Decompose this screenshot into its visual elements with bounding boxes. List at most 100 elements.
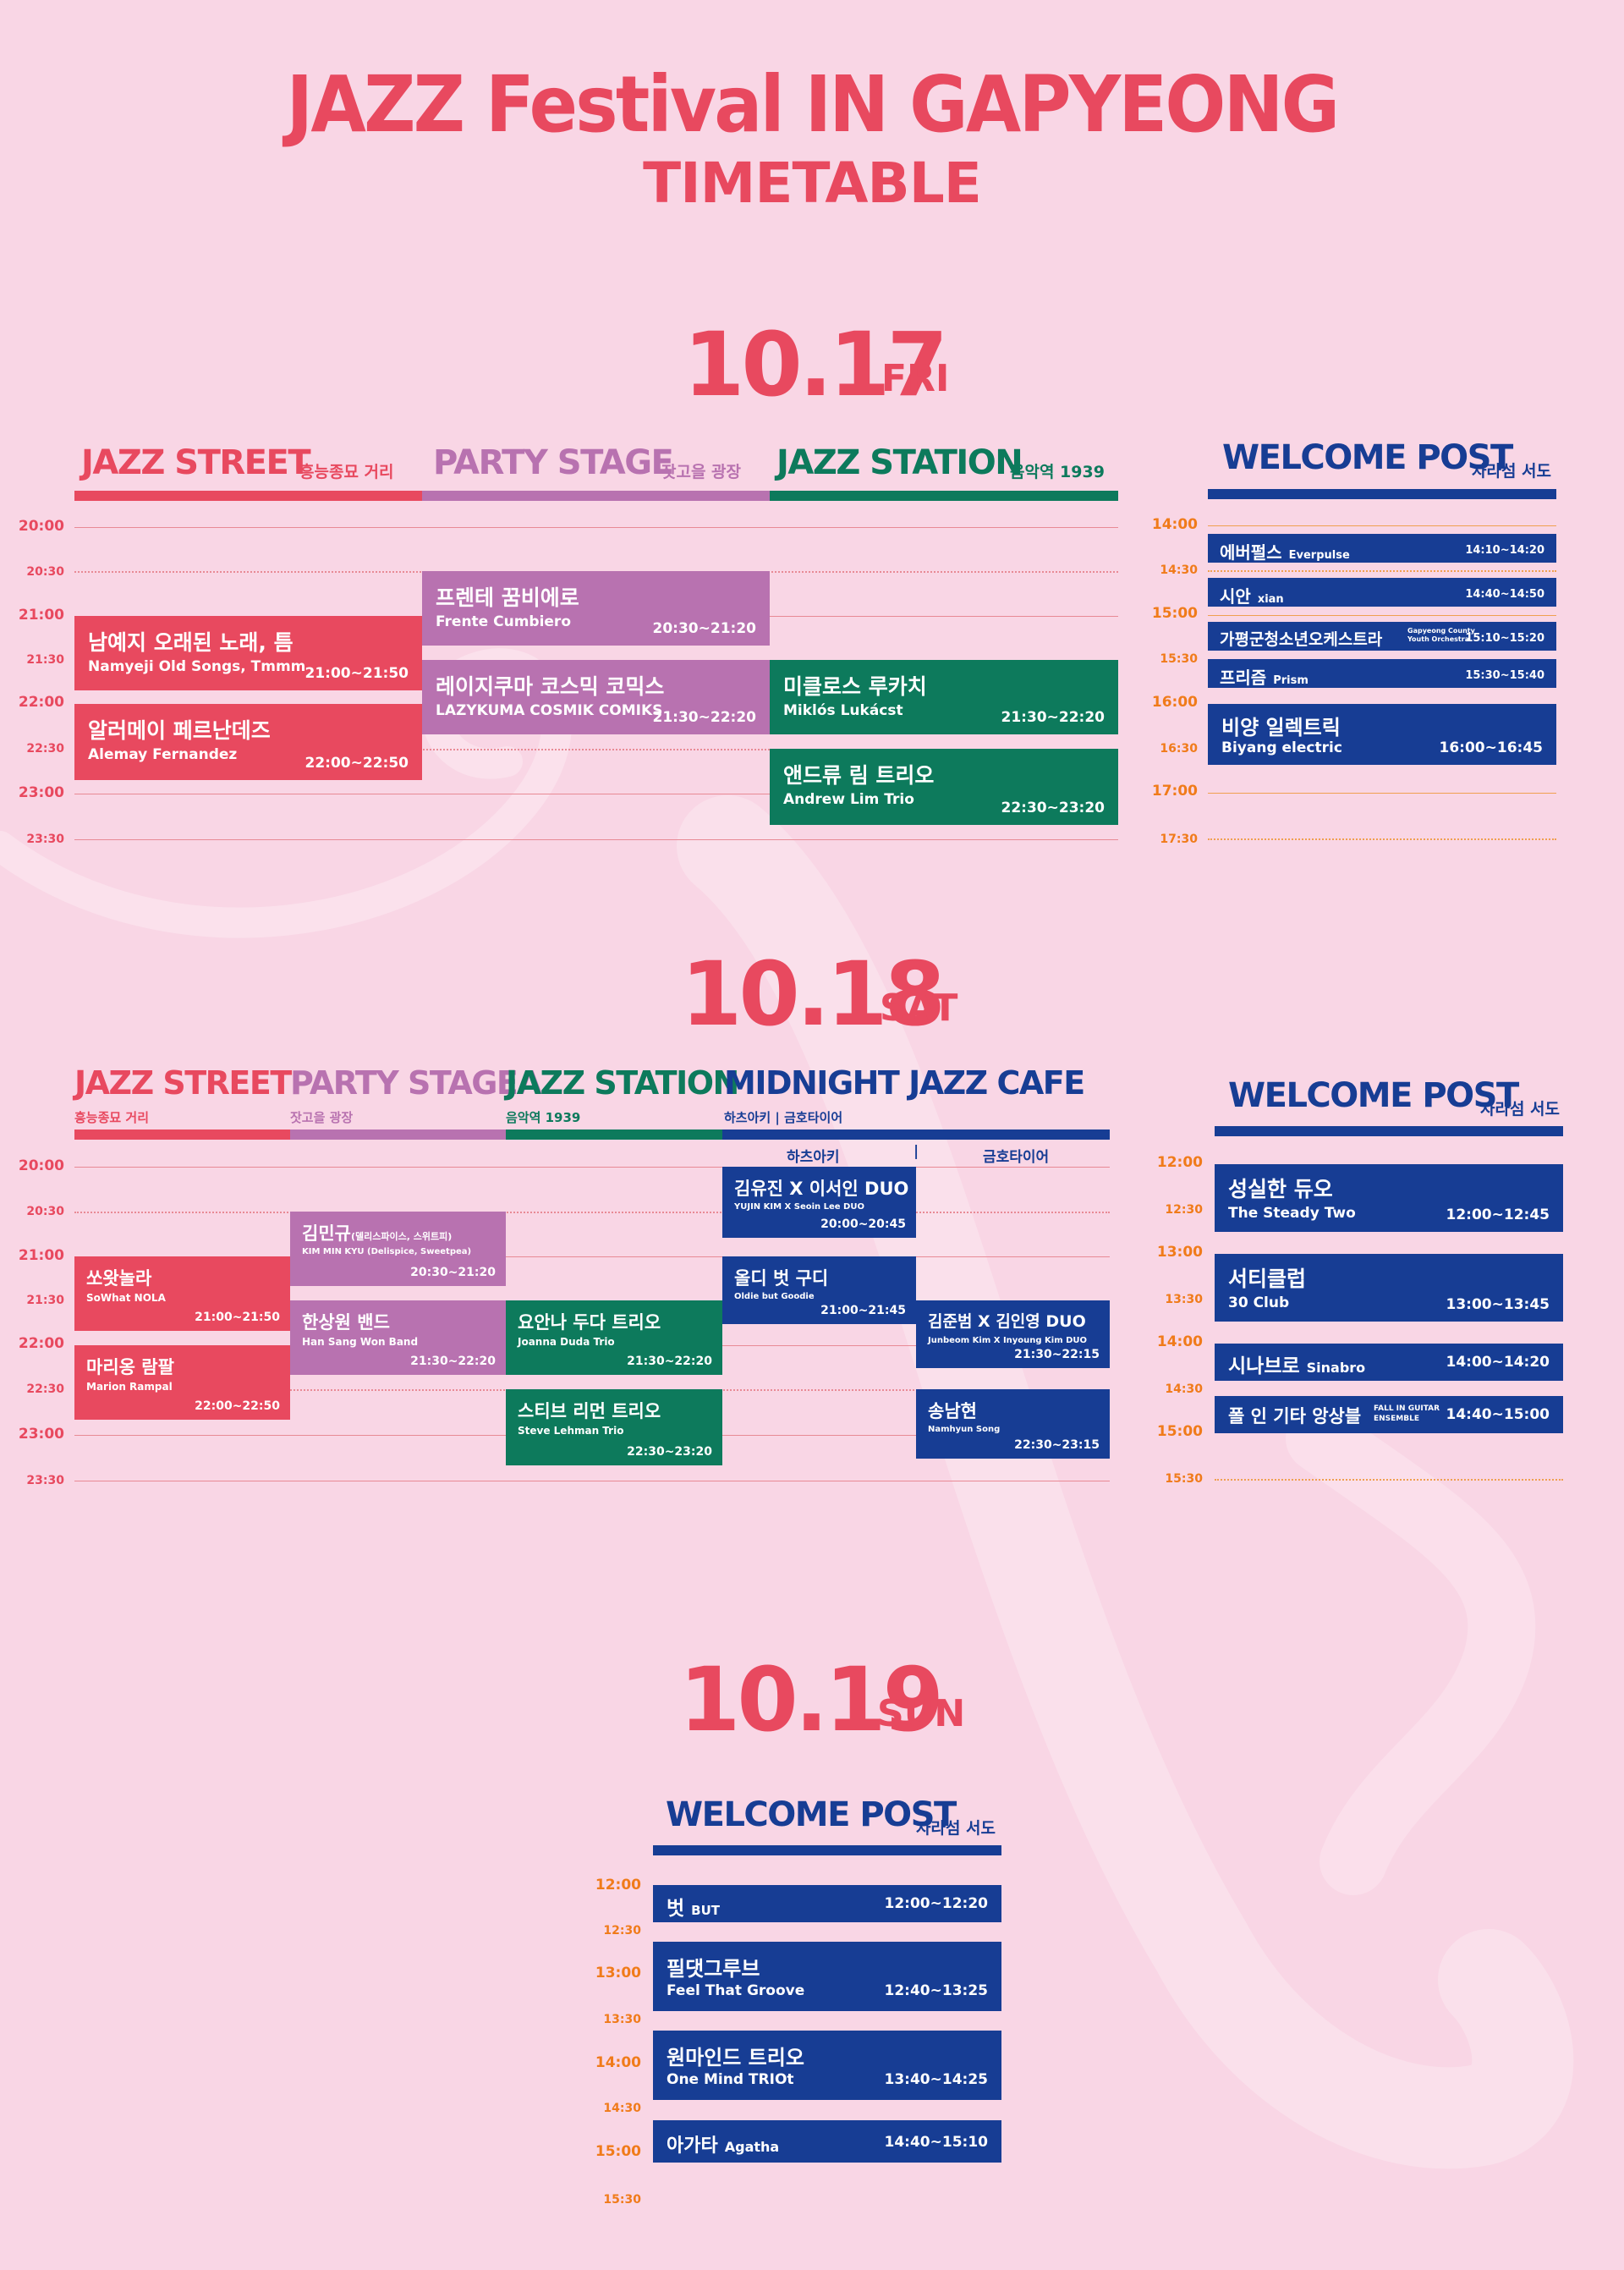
event-time: 14:40~15:10 [884,2134,988,2151]
event-name: 레이지쿠마 코스믹 코믹스 [436,674,665,699]
event-block[interactable]: 김유진 X 이서인 DUO YUJIN KIM X Seoin Lee DUO … [722,1167,916,1238]
event-block[interactable]: 시안 xian 14:40~14:50 [1208,578,1556,607]
event-block[interactable]: 프리즘 Prism 15:30~15:40 [1208,659,1556,688]
event-name: 올디 벗 구디 [734,1268,829,1289]
event-time: 22:30~23:20 [1001,800,1105,816]
time-label: 12:00 [595,1877,641,1893]
grid-line [1208,615,1556,616]
event-name-en: Alemay Fernandez [88,746,238,763]
time-label: 21:30 [26,1294,64,1307]
time-label: 14:30 [1160,563,1198,577]
event-time: 15:30~15:40 [1465,669,1544,682]
day1-bar-jazz-station [770,491,1118,501]
event-time: 16:00~16:45 [1439,739,1543,756]
event-block[interactable]: 요안나 두다 트리오 Joanna Duda Trio 21:30~22:20 [506,1300,722,1375]
event-name-en: BUT [691,1903,721,1918]
event-block[interactable]: 올디 벗 구디 Oldie but Goodie 21:00~21:45 [722,1256,916,1324]
timetable-subtitle: TIMETABLE [643,151,982,216]
event-block[interactable]: 원마인드 트리오 One Mind TRIOt 13:40~14:25 [653,2031,1001,2100]
day3-bar-welcome [653,1845,1001,1855]
event-block[interactable]: 시나브로 Sinabro 14:00~14:20 [1215,1344,1563,1381]
event-name: 미클로스 루카치 [783,674,927,699]
event-block[interactable]: 미클로스 루카치 Miklós Lukácst 21:30~22:20 [770,660,1118,734]
time-label: 14:30 [1165,1382,1203,1396]
day2-stage-jazz-station: JAZZ STATION [506,1064,739,1102]
event-block[interactable]: 레이지쿠마 코스믹 코믹스 LAZYKUMA COSMIK COMIKS 21:… [422,660,770,734]
day3-weekday: SUN [877,1692,966,1735]
event-block[interactable]: 아가타 Agatha 14:40~15:10 [653,2120,1001,2163]
grid-line [74,749,1118,750]
day1-bar-welcome [1208,489,1556,499]
event-block[interactable]: 비양 일렉트릭 Biyang electric 16:00~16:45 [1208,704,1556,765]
grid-line [74,839,1118,840]
event-name-en: YUJIN KIM X Seoin Lee DUO [734,1202,864,1212]
day2-stage-midnight-cafe: MIDNIGHT JAZZ CAFE [724,1064,1085,1102]
event-name-en: SoWhat NOLA [86,1292,166,1304]
event-block[interactable]: 송남현 Namhyun Song 22:30~23:15 [916,1389,1110,1459]
day1-weekday: FRI [881,357,950,400]
event-name-en: Agatha [724,2139,780,2155]
event-block[interactable]: 알러메이 페르난데즈 Alemay Fernandez 22:00~22:50 [74,704,422,780]
event-name: 김민규(델리스파이스, 스위트피) [302,1223,453,1244]
event-time: 14:00~14:20 [1446,1354,1550,1371]
event-block[interactable]: 필댓그루브 Feel That Groove 12:40~13:25 [653,1942,1001,2011]
event-block[interactable]: 남예지 오래된 노래, 틈 Namyeji Old Songs, Tmmm 21… [74,616,422,690]
time-label: 15:30 [1160,652,1198,666]
event-block[interactable]: 가평군청소년오케스트라 Gapyeong County Youth Orches… [1208,622,1556,651]
time-label: 21:00 [18,1247,64,1264]
day2-bar-party [290,1130,506,1140]
grid-line [1208,838,1556,840]
event-block[interactable]: 마리옹 람팔 Marion Rampal 22:00~22:50 [74,1345,290,1420]
event-time: 12:40~13:25 [884,1982,988,1999]
event-name-en: Prism [1273,674,1309,687]
time-label: 16:30 [1160,742,1198,756]
event-name: 요안나 두다 트리오 [518,1312,661,1333]
event-time: 12:00~12:20 [884,1895,988,1912]
event-block[interactable]: 에버펄스 Everpulse 14:10~14:20 [1208,534,1556,563]
time-label: 17:00 [1151,783,1198,800]
day1-stage-jazz-station: JAZZ STATION [776,443,1023,482]
event-time: 21:00~21:45 [820,1304,906,1317]
time-label: 20:30 [26,1205,64,1218]
event-name-en: Miklós Lukácst [783,702,903,719]
event-time: 12:00~12:45 [1446,1206,1550,1223]
event-block[interactable]: 성실한 듀오 The Steady Two 12:00~12:45 [1215,1164,1563,1232]
event-name: 가평군청소년오케스트라 [1220,630,1383,649]
cafe-column-2: 금호타이어 [983,1149,1050,1166]
event-time: 21:30~22:20 [652,709,756,726]
event-name: 비양 일렉트릭 [1221,716,1341,739]
event-block[interactable]: 쏘왓놀라 SoWhat NOLA 21:00~21:50 [74,1256,290,1331]
event-time: 20:30~21:20 [652,620,756,637]
event-block[interactable]: 폴 인 기타 앙상블 FALL IN GUITAR ENSEMBLE 14:40… [1215,1396,1563,1433]
time-label: 23:00 [18,1426,64,1443]
event-name-en: The Steady Two [1228,1205,1356,1222]
event-block[interactable]: 한상원 밴드 Han Sang Won Band 21:30~22:20 [290,1300,506,1375]
time-label: 12:30 [1165,1203,1203,1217]
event-block[interactable]: 벗 BUT 12:00~12:20 [653,1885,1001,1922]
event-block[interactable]: 스티브 리먼 트리오 Steve Lehman Trio 22:30~23:20 [506,1389,722,1465]
event-name-en: Gapyeong County Youth Orchestra [1407,627,1475,643]
day2-stage-midnight-cafe-venue: 하츠아키 | 금호타이어 [724,1110,843,1125]
day1-bar-jazz-street [74,491,422,501]
time-label: 23:30 [26,833,64,846]
time-label: 13:00 [595,1965,641,1981]
day2-bar-jazz-street [74,1130,290,1140]
event-block[interactable]: 김민규(델리스파이스, 스위트피) KIM MIN KYU (Delispice… [290,1212,506,1286]
time-label: 13:30 [603,2013,641,2026]
time-label: 20:00 [18,1157,64,1174]
time-label: 15:00 [1151,605,1198,622]
cafe-column-1: 하츠아키 [787,1149,840,1166]
event-time: 13:40~14:25 [884,2071,988,2088]
event-block[interactable]: 서티클럽 30 Club 13:00~13:45 [1215,1254,1563,1322]
event-name-en: 30 Club [1228,1294,1290,1311]
time-label: 13:00 [1156,1244,1203,1261]
event-block[interactable]: 김준범 X 김인영 DUO Junbeom Kim X Inyoung Kim … [916,1300,1110,1368]
time-label: 14:00 [1151,516,1198,533]
event-time: 13:00~13:45 [1446,1296,1550,1313]
event-name: 마리옹 람팔 [86,1357,174,1377]
event-name-en: Feel That Groove [667,1982,805,1999]
event-block[interactable]: 앤드류 림 트리오 Andrew Lim Trio 22:30~23:20 [770,749,1118,825]
time-label: 22:00 [18,694,64,711]
day2-welcome-post: WELCOME POST [1228,1076,1519,1115]
event-block[interactable]: 프렌테 꿈비에로 Frente Cumbiero 20:30~21:20 [422,571,770,646]
